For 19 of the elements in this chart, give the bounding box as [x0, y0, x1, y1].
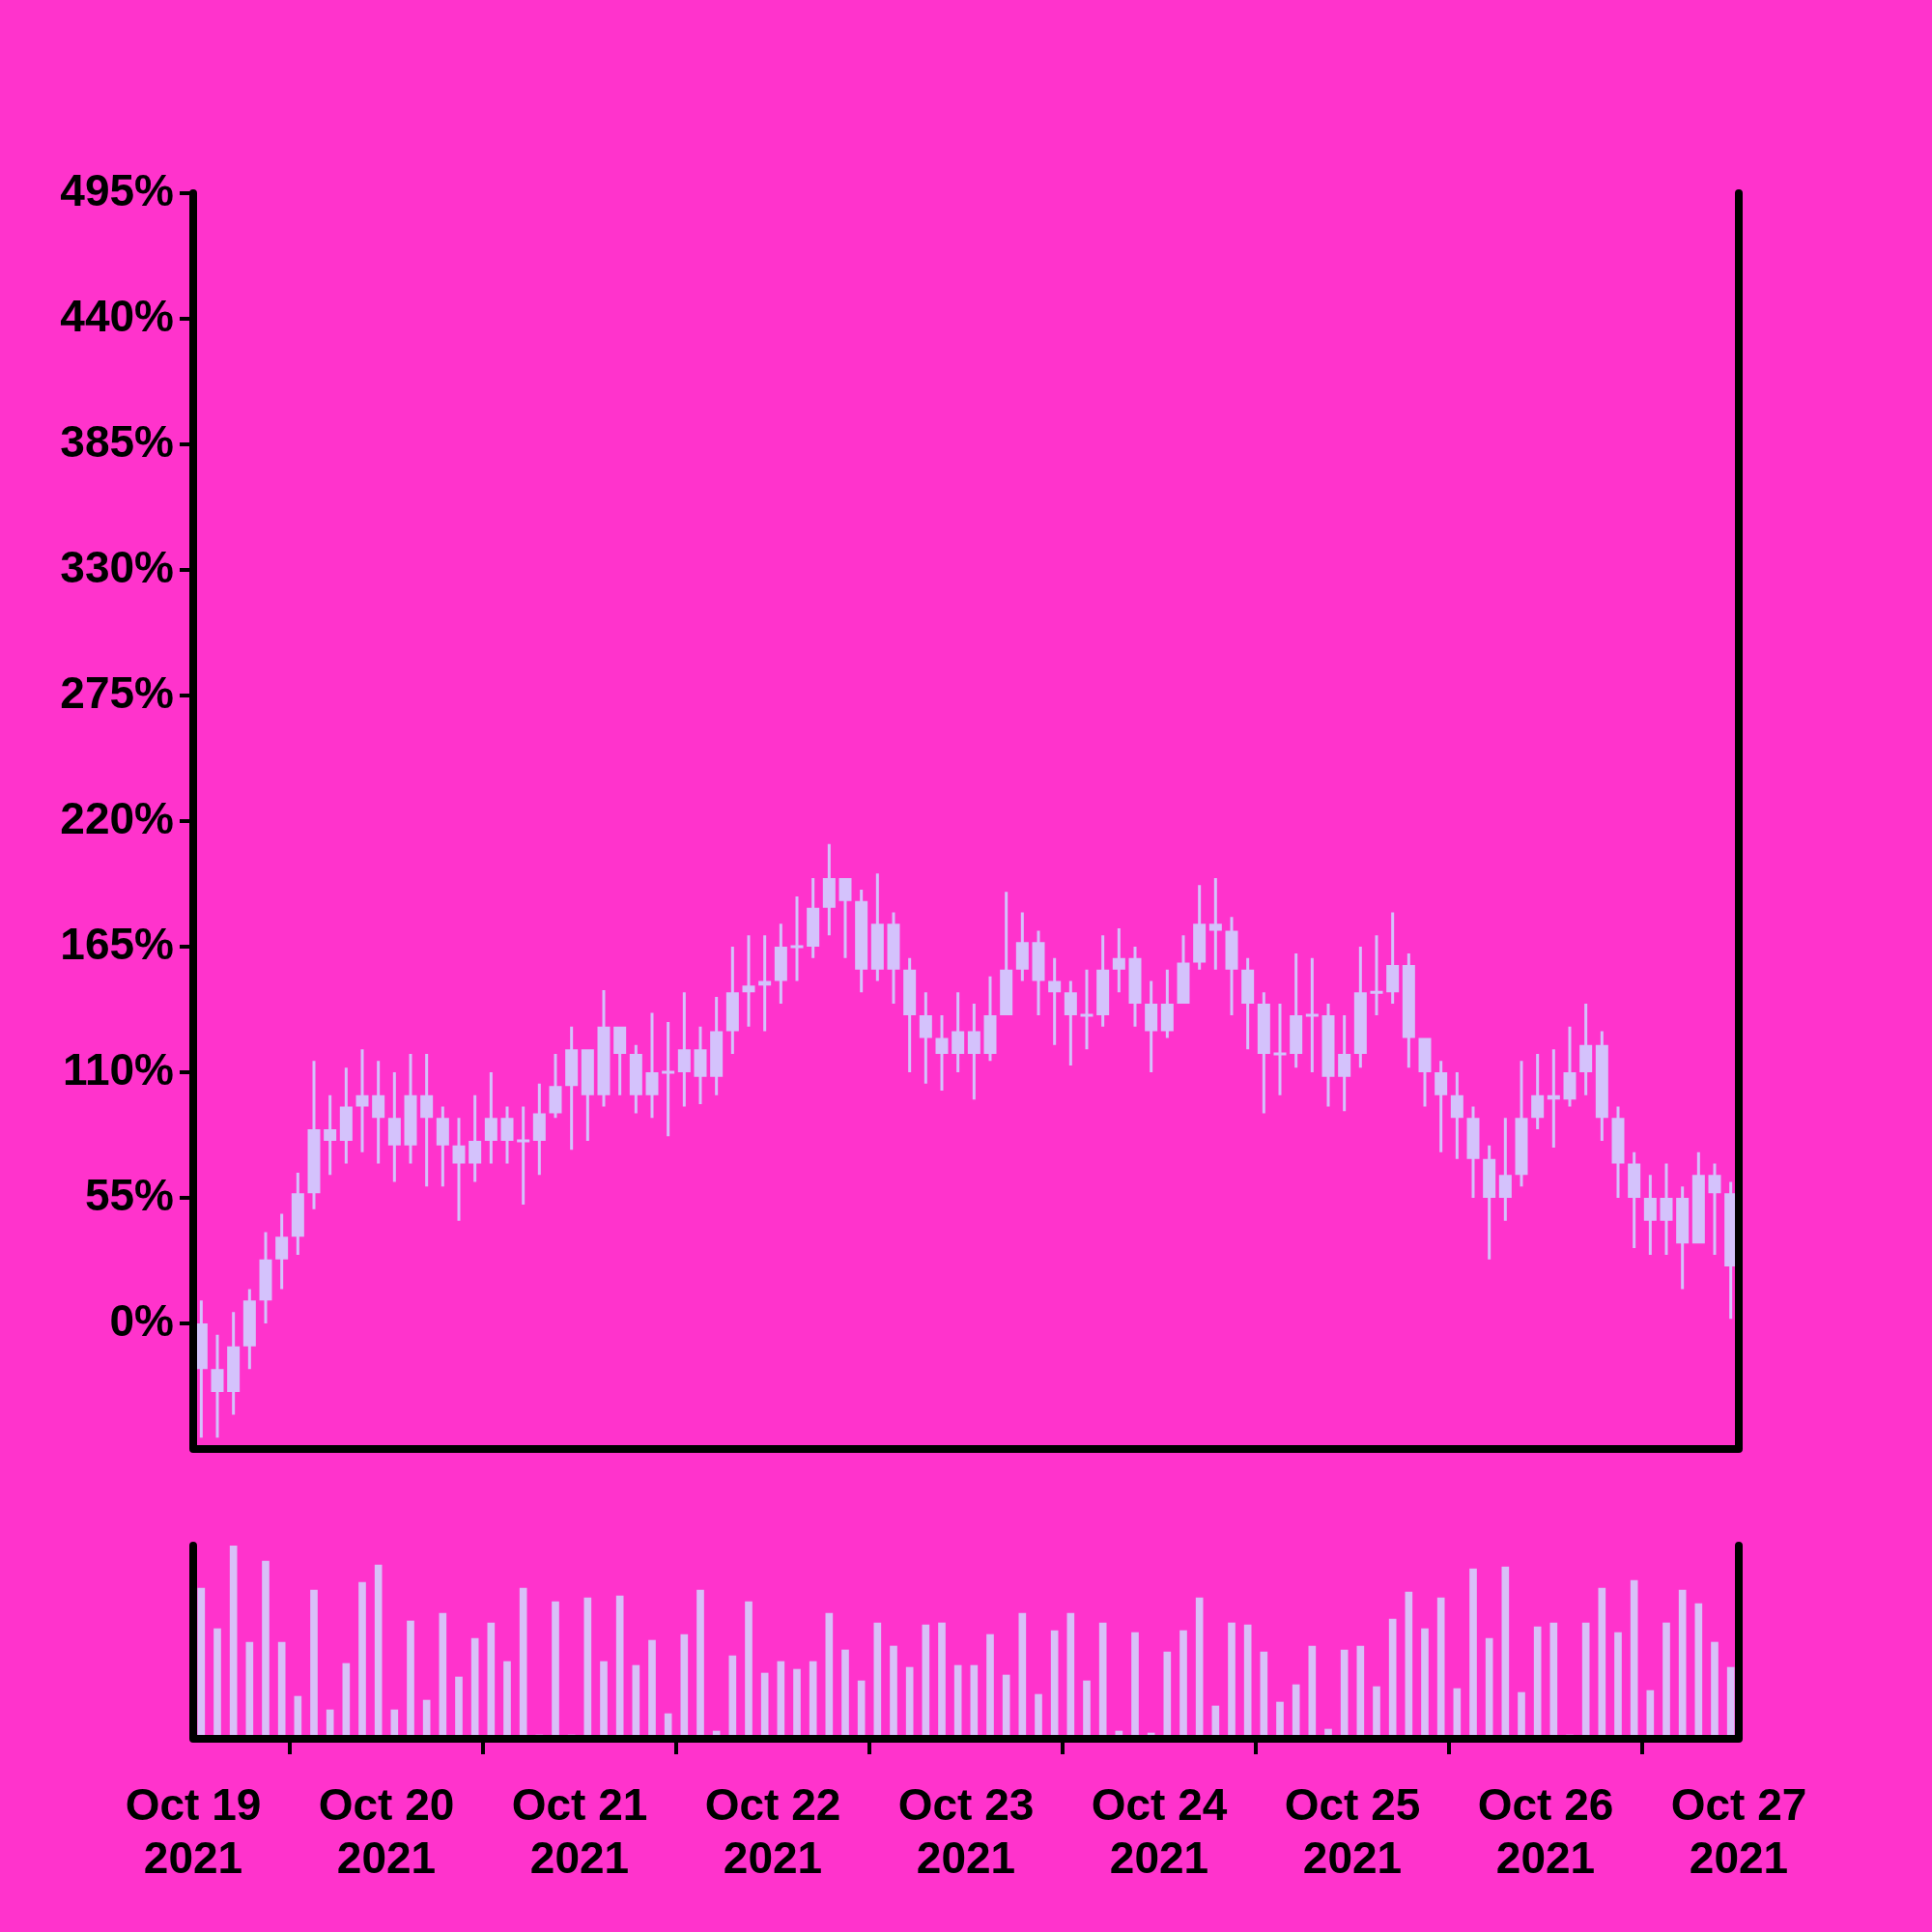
x-tick-label: Oct 23 2021 — [897, 1779, 1035, 1884]
x-tick-label: Oct 22 2021 — [704, 1779, 841, 1884]
x-tick-label: Oct 26 2021 — [1477, 1779, 1614, 1884]
y-tick-label: 110% — [62, 1043, 174, 1094]
y-tick-label: 55% — [84, 1169, 174, 1220]
x-tick-label: Oct 20 2021 — [318, 1779, 455, 1884]
y-tick-label: 330% — [60, 541, 174, 592]
y-tick-label: 220% — [60, 792, 174, 843]
x-tick-label: Oct 21 2021 — [511, 1779, 648, 1884]
x-tick-label: Oct 19 2021 — [125, 1779, 262, 1884]
y-tick-label: 385% — [60, 415, 174, 467]
y-tick-label: 165% — [60, 918, 174, 969]
y-tick-label: 440% — [60, 290, 174, 341]
y-tick-label: 0% — [109, 1294, 174, 1346]
y-tick-label: 495% — [60, 164, 174, 215]
x-tick-label: Oct 25 2021 — [1284, 1779, 1421, 1884]
x-tick-label: Oct 24 2021 — [1091, 1779, 1228, 1884]
x-tick-label: Oct 27 2021 — [1670, 1779, 1807, 1884]
y-tick-label: 275% — [60, 667, 174, 718]
